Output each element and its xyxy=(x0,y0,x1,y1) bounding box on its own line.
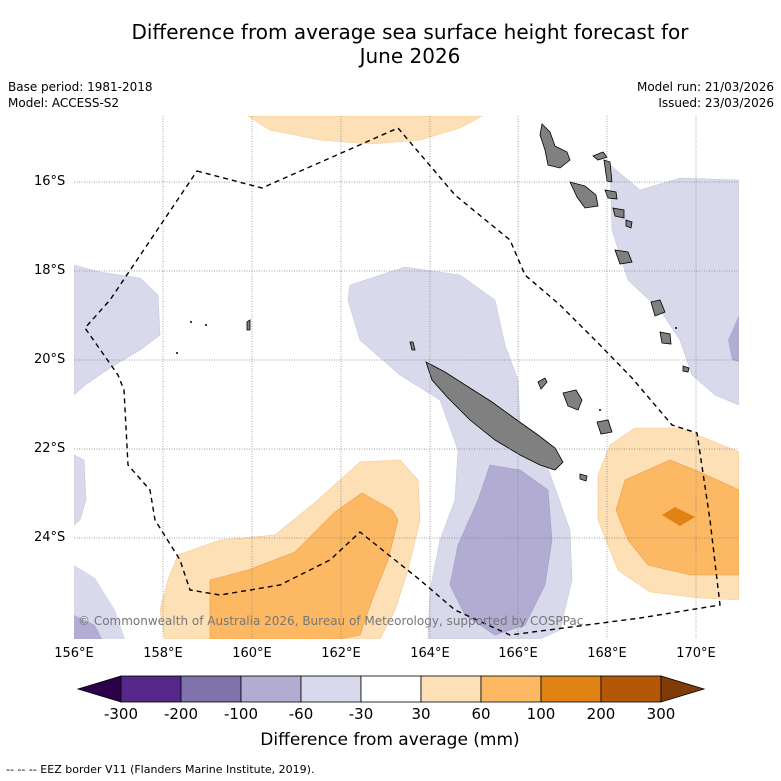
lat-label-24s: 24°S xyxy=(34,530,66,545)
anomaly-neg-west-small xyxy=(74,454,87,526)
land-new-caledonia xyxy=(425,361,564,471)
lon-label-156e: 156°E xyxy=(54,646,94,661)
lat-label-16s: 16°S xyxy=(34,174,66,189)
anomaly-pos-north xyxy=(247,116,483,145)
land-small-islet-3 xyxy=(176,352,178,354)
land-vanuatu-epi xyxy=(604,189,618,200)
colorbar-segment xyxy=(600,675,662,703)
land-vanuatu-tanna xyxy=(650,299,666,317)
base-period-text: Base period: 1981-2018 xyxy=(8,80,153,94)
lat-label-22s: 22°S xyxy=(34,441,66,456)
land-small-islet-2 xyxy=(205,324,207,326)
colorbar-tick-label: 30 xyxy=(411,705,431,723)
copyright-text: © Commonwealth of Australia 2026, Bureau… xyxy=(78,614,584,628)
lon-label-164e: 164°E xyxy=(410,646,450,661)
anomaly-neg-east xyxy=(609,164,739,406)
land-loyalty-lifou xyxy=(562,389,583,411)
colorbar-tick-label: -200 xyxy=(163,705,199,723)
lon-label-162e: 162°E xyxy=(321,646,361,661)
colorbar-title: Difference from average (mm) xyxy=(260,730,520,750)
model-run-text: Model run: 21/03/2026 xyxy=(636,80,774,94)
colorbar-tick-label: -300 xyxy=(103,705,139,723)
land-belep xyxy=(409,341,416,351)
colorbar-segment xyxy=(120,675,182,703)
colorbar-tick-label: 300 xyxy=(646,705,676,723)
colorbar-extend-high xyxy=(660,675,706,703)
lon-label-168e: 168°E xyxy=(587,646,627,661)
lon-label-160e: 160°E xyxy=(232,646,272,661)
land-loyalty-mare xyxy=(596,419,613,435)
land-matthew-island xyxy=(682,365,690,373)
land-small-islet-4 xyxy=(599,409,601,411)
colorbar-tick-label: 100 xyxy=(526,705,556,723)
lon-label-158e: 158°E xyxy=(143,646,183,661)
land-vanuatu-espiritu xyxy=(539,123,571,169)
model-text: Model: ACCESS-S2 xyxy=(8,96,120,110)
colorbar-segment xyxy=(300,675,362,703)
issued-text: Issued: 23/03/2026 xyxy=(658,96,774,110)
eez-border xyxy=(84,127,721,636)
eez-legend-text: -- -- -- EEZ border V11 (Flanders Marine… xyxy=(6,763,315,776)
anomaly-neg-central-dark xyxy=(449,464,553,636)
anomaly-neg-southwest-dark xyxy=(74,615,102,639)
anomaly-pos-east-dark xyxy=(662,507,695,526)
anomaly-pos-southwest-mid xyxy=(209,492,399,639)
land-small-islet-1 xyxy=(190,321,192,323)
lat-label-18s: 18°S xyxy=(34,263,66,278)
colorbar xyxy=(76,675,706,703)
anomaly-neg-southwest xyxy=(74,565,125,639)
meta-right: Model run: 21/03/2026 Issued: 23/03/2026 xyxy=(637,79,774,111)
map-area xyxy=(74,116,739,639)
colorbar-tick-label: -100 xyxy=(223,705,259,723)
map-title-line1: Difference from average sea surface heig… xyxy=(131,20,689,44)
land-small-islet-5 xyxy=(675,327,677,329)
colorbar-tick-label: -30 xyxy=(348,705,374,723)
lon-label-170e: 170°E xyxy=(676,646,716,661)
land-vanuatu-aneityum xyxy=(659,331,672,345)
map-title-line2: June 2026 xyxy=(359,44,461,68)
colorbar-segment xyxy=(360,675,422,703)
colorbar-segment xyxy=(240,675,302,703)
land-loyalty-ouvea xyxy=(537,377,548,390)
colorbar-segment xyxy=(420,675,482,703)
lon-label-166e: 166°E xyxy=(498,646,538,661)
graticule xyxy=(74,116,739,639)
anomaly-neg-west xyxy=(74,264,161,396)
land-chesterfield xyxy=(246,319,251,331)
anomaly-neg-east-dark xyxy=(728,315,739,362)
lat-label-20s: 20°S xyxy=(34,352,66,367)
colorbar-segment xyxy=(180,675,242,703)
land-vanuatu-malekula xyxy=(569,181,599,209)
colorbar-tick-label: 60 xyxy=(471,705,491,723)
land-isle-of-pines xyxy=(579,473,588,482)
colorbar-segment xyxy=(480,675,542,703)
land-vanuatu-shepherd xyxy=(612,207,625,219)
colorbar-segment xyxy=(540,675,602,703)
colorbar-tick-label: 200 xyxy=(586,705,616,723)
land-vanuatu-erromango xyxy=(625,219,633,229)
meta-left: Base period: 1981-2018 Model: ACCESS-S2 xyxy=(8,79,153,111)
colorbar-tick-label: -60 xyxy=(288,705,314,723)
colorbar-extend-low xyxy=(76,675,122,703)
land-vanuatu-efate xyxy=(614,249,633,265)
